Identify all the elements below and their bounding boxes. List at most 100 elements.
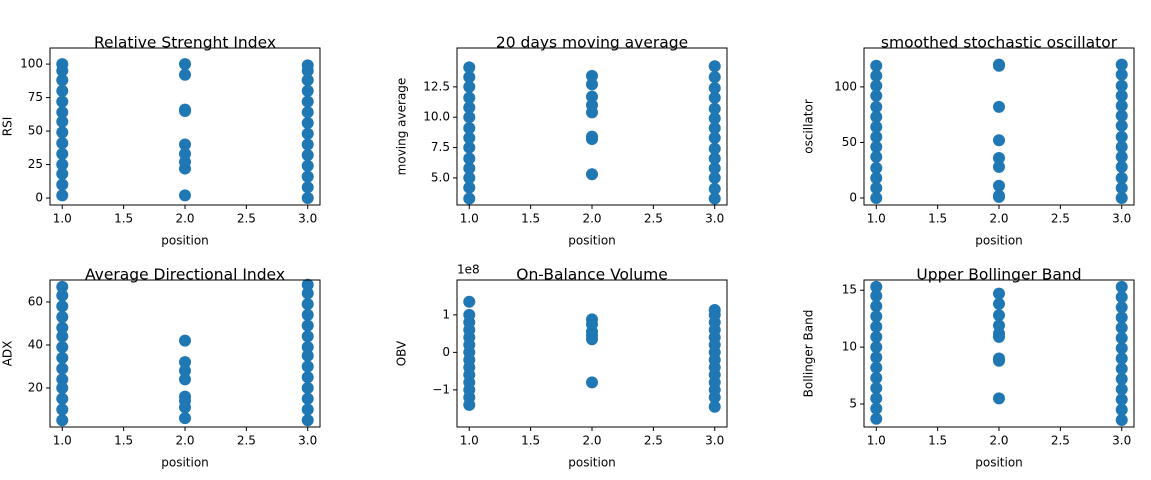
- point: [301, 95, 314, 108]
- point: [870, 89, 883, 102]
- point: [301, 298, 314, 311]
- subplot-title: Average Directional Index: [85, 266, 285, 284]
- point: [463, 171, 476, 184]
- x-tick-label: 3.0: [298, 434, 317, 448]
- point: [1115, 372, 1128, 385]
- point: [708, 82, 721, 95]
- point: [870, 371, 883, 384]
- point: [1115, 182, 1128, 194]
- point: [870, 130, 883, 143]
- x-tick-label: 3.0: [705, 434, 724, 448]
- point: [993, 392, 1005, 405]
- point: [301, 319, 314, 332]
- point: [56, 321, 69, 334]
- x-tick-label: 2.5: [237, 212, 256, 226]
- point: [993, 297, 1005, 310]
- y-axis-label: moving average: [395, 78, 409, 176]
- y-tick-label: 0: [35, 191, 43, 205]
- point: [179, 104, 191, 117]
- point: [463, 162, 476, 175]
- x-tick-label: 3.0: [1112, 212, 1131, 226]
- point: [870, 140, 883, 153]
- point: [56, 147, 69, 160]
- point: [1115, 393, 1128, 406]
- point: [870, 59, 883, 72]
- point: [1115, 291, 1128, 304]
- point: [708, 71, 721, 84]
- point: [993, 190, 1005, 203]
- point: [463, 295, 476, 308]
- point: [463, 122, 476, 135]
- point: [1115, 172, 1128, 184]
- point: [301, 381, 314, 394]
- point: [179, 334, 191, 347]
- point: [1115, 280, 1128, 293]
- point: [870, 351, 883, 364]
- point: [708, 91, 721, 104]
- point: [463, 111, 476, 124]
- point: [301, 149, 314, 162]
- x-tick-label: 2.0: [989, 434, 1008, 448]
- x-tick-label: 1.5: [928, 434, 947, 448]
- point: [993, 330, 1005, 343]
- point: [870, 182, 883, 194]
- point: [708, 142, 721, 155]
- point: [463, 101, 476, 114]
- point: [708, 102, 721, 115]
- point: [993, 160, 1005, 173]
- point: [56, 137, 69, 150]
- point: [301, 181, 314, 194]
- point: [708, 131, 721, 144]
- point: [301, 159, 314, 172]
- x-tick-label: 1.5: [114, 212, 133, 226]
- y-axis-label: ADX: [1, 341, 15, 367]
- point: [1115, 58, 1128, 71]
- point: [1115, 109, 1128, 122]
- y-offset-label: 1e8: [457, 263, 480, 277]
- x-axis-label: position: [975, 234, 1023, 248]
- y-tick-label: 0: [849, 191, 857, 205]
- point: [179, 401, 191, 414]
- subplot-title: On-Balance Volume: [516, 266, 667, 284]
- point: [1115, 301, 1128, 314]
- x-tick-label: 3.0: [705, 212, 724, 226]
- y-tick-label: 1: [442, 307, 450, 321]
- point: [586, 133, 598, 146]
- point: [56, 106, 69, 119]
- point: [708, 400, 721, 413]
- point: [463, 91, 476, 104]
- point: [586, 69, 598, 82]
- point: [586, 168, 598, 181]
- x-tick-label: 2.0: [175, 212, 194, 226]
- x-tick-label: 2.5: [644, 212, 663, 226]
- axes-frame: [456, 279, 728, 428]
- y-tick-label: 40: [28, 337, 43, 351]
- point: [179, 138, 191, 151]
- x-tick-label: 1.0: [460, 212, 479, 226]
- point: [463, 131, 476, 144]
- x-axis-label: position: [975, 456, 1023, 470]
- point: [870, 402, 883, 415]
- point: [179, 373, 191, 386]
- point: [56, 289, 69, 302]
- x-tick-label: 1.5: [521, 434, 540, 448]
- point: [463, 80, 476, 93]
- point: [179, 412, 191, 425]
- y-axis-label: OBV: [395, 340, 409, 366]
- point: [708, 182, 721, 195]
- point: [870, 192, 883, 204]
- point: [56, 310, 69, 323]
- x-tick-label: 3.0: [298, 212, 317, 226]
- point: [1115, 413, 1128, 426]
- point: [870, 392, 883, 405]
- point: [301, 278, 314, 291]
- y-tick-label: 12.5: [423, 79, 450, 93]
- point: [993, 287, 1005, 300]
- point: [301, 330, 314, 343]
- point: [301, 106, 314, 119]
- point: [56, 74, 69, 87]
- point: [463, 152, 476, 165]
- point: [1115, 119, 1128, 132]
- point: [1115, 160, 1128, 173]
- x-tick-label: 1.5: [521, 212, 540, 226]
